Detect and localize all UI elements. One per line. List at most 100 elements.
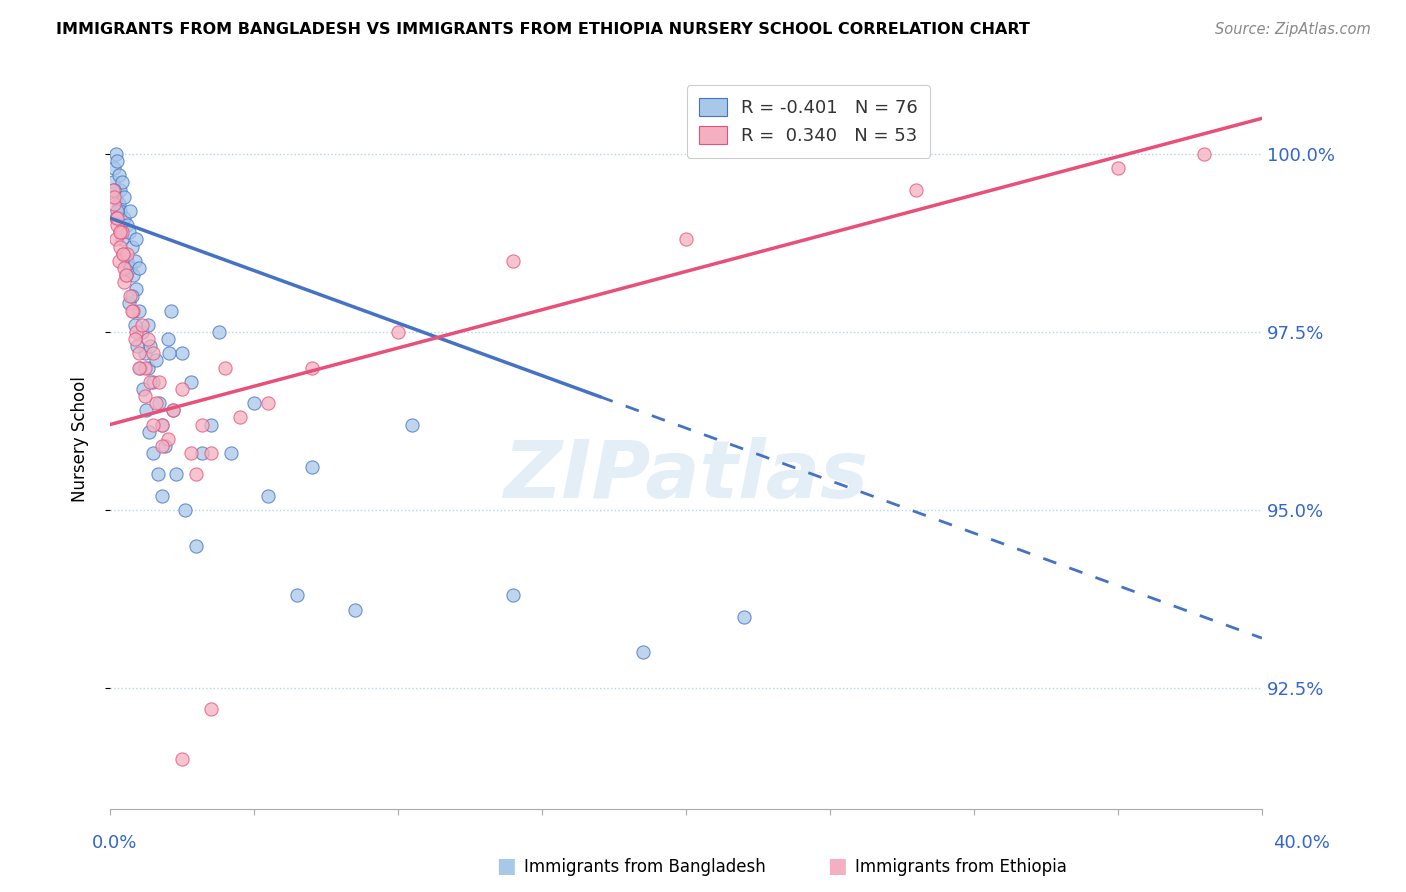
Point [105,154,128,169]
Text: 0.0%: 0.0% [91,834,136,852]
Point [117,218,139,232]
Point [135,403,157,417]
Point [108,225,131,239]
Point [170,346,193,360]
Point [186,539,208,553]
Point [157,346,180,360]
Point [108,239,131,253]
Point [108,183,131,197]
Text: ■: ■ [496,856,516,876]
Point [105,211,128,225]
Point [112,246,135,260]
Point [125,232,148,246]
Point [162,403,184,417]
Point [110,225,132,239]
Point [110,232,132,246]
Point [120,203,142,218]
Point [905,183,928,197]
Point [128,360,150,375]
Point [104,189,127,203]
Point [112,218,135,232]
Point [343,602,366,616]
Point [128,346,150,360]
Point [103,189,125,203]
Point [156,332,179,346]
Point [165,467,187,482]
Point [115,268,138,282]
Point [502,253,524,268]
Point [128,260,150,275]
Point [125,282,148,296]
Point [127,339,149,353]
Point [136,318,159,332]
Point [104,232,127,246]
Point [136,360,159,375]
Point [103,183,125,197]
Point [502,588,524,602]
Point [103,161,125,176]
Point [675,232,697,246]
Point [139,375,162,389]
Point [134,389,156,403]
Point [104,211,127,225]
Point [153,439,176,453]
Point [114,246,136,260]
Point [139,339,162,353]
Point [128,303,150,318]
Point [138,425,160,439]
Point [186,467,208,482]
Point [131,325,153,339]
Point [301,360,323,375]
Text: 40.0%: 40.0% [1274,834,1330,852]
Point [108,203,131,218]
Point [117,253,139,268]
Point [107,196,129,211]
Point [103,196,125,211]
Point [257,396,280,410]
Point [108,225,131,239]
Point [117,246,139,260]
Point [105,203,128,218]
Point [142,446,165,460]
Point [125,325,148,339]
Point [118,296,141,310]
Point [122,303,145,318]
Point [120,289,142,303]
Point [191,446,214,460]
Point [112,246,135,260]
Point [219,446,242,460]
Point [208,325,231,339]
Point [733,609,755,624]
Point [114,189,136,203]
Point [1107,161,1129,176]
Point [101,183,124,197]
Point [120,260,142,275]
Point [114,260,136,275]
Point [145,353,167,368]
Point [243,396,266,410]
Point [121,239,143,253]
Point [142,375,165,389]
Point [124,332,146,346]
Point [105,218,128,232]
Y-axis label: Nursery School: Nursery School [72,376,89,501]
Point [142,346,165,360]
Point [114,275,136,289]
Point [174,503,197,517]
Point [301,460,323,475]
Point [200,446,222,460]
Point [200,417,222,432]
Point [148,375,170,389]
Point [115,268,138,282]
Text: Immigrants from Bangladesh: Immigrants from Bangladesh [524,858,766,876]
Point [104,147,127,161]
Point [146,467,169,482]
Point [631,645,654,659]
Point [122,268,145,282]
Text: ZIPatlas: ZIPatlas [503,437,869,515]
Point [162,403,184,417]
Point [150,417,173,432]
Point [132,382,155,396]
Point [170,752,193,766]
Point [118,225,141,239]
